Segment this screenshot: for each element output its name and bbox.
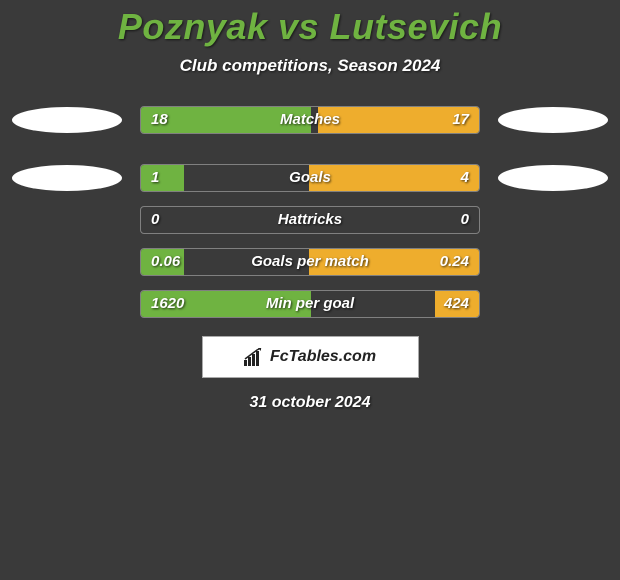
left-fill bbox=[141, 165, 184, 191]
stat-right-value: 4 bbox=[461, 165, 469, 192]
stat-left-value: 0.06 bbox=[151, 249, 180, 276]
player-badge-left bbox=[12, 165, 122, 191]
stats-container: 18 Matches 17 1 Goals 4 0 Hattricks 0 0.06 Goals p… bbox=[0, 106, 620, 318]
stat-left-value: 1620 bbox=[151, 291, 184, 318]
stat-left-value: 0 bbox=[151, 207, 159, 234]
stat-metric-label: Goals per match bbox=[251, 249, 369, 276]
stat-bar: 0.06 Goals per match 0.24 bbox=[140, 248, 480, 276]
stat-right-value: 424 bbox=[444, 291, 469, 318]
stat-metric-label: Hattricks bbox=[278, 207, 342, 234]
stat-bar: 1 Goals 4 bbox=[140, 164, 480, 192]
chart-icon bbox=[244, 348, 264, 366]
brand-badge[interactable]: FcTables.com bbox=[202, 336, 419, 378]
stat-right-value: 0 bbox=[461, 207, 469, 234]
brand-text: FcTables.com bbox=[270, 348, 376, 366]
page-title: Poznyak vs Lutsevich bbox=[0, 0, 620, 48]
stat-right-value: 17 bbox=[452, 107, 469, 134]
right-fill bbox=[309, 165, 479, 191]
stat-left-value: 1 bbox=[151, 165, 159, 192]
player-badge-left bbox=[12, 107, 122, 133]
stat-bar: 18 Matches 17 bbox=[140, 106, 480, 134]
player-badge-right bbox=[498, 107, 608, 133]
stat-metric-label: Goals bbox=[289, 165, 331, 192]
stat-bar: 1620 Min per goal 424 bbox=[140, 290, 480, 318]
stat-metric-label: Min per goal bbox=[266, 291, 354, 318]
stat-right-value: 0.24 bbox=[440, 249, 469, 276]
subtitle: Club competitions, Season 2024 bbox=[0, 56, 620, 76]
date-label: 31 october 2024 bbox=[0, 394, 620, 412]
stat-metric-label: Matches bbox=[280, 107, 340, 134]
stat-left-value: 18 bbox=[151, 107, 168, 134]
stat-bar: 0 Hattricks 0 bbox=[140, 206, 480, 234]
player-badge-right bbox=[498, 165, 608, 191]
